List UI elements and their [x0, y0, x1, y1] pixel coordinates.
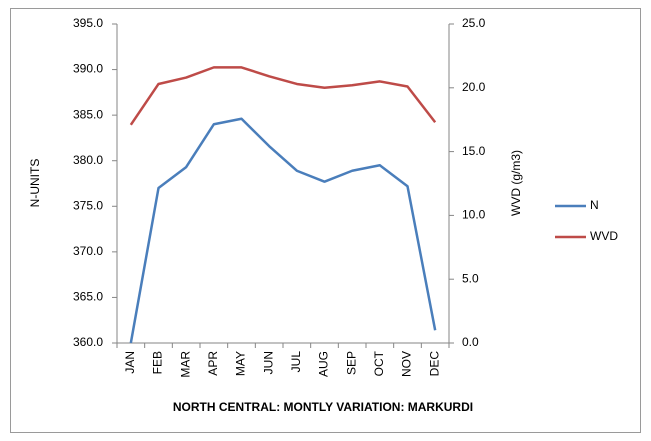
legend-label: N [590, 198, 599, 212]
y2-tick-label: 25.0 [462, 16, 486, 30]
y-tick-label: 385.0 [73, 107, 103, 121]
y-tick-label: 360.0 [73, 335, 103, 349]
y2-axis-label: WVD (g/m3) [509, 150, 523, 216]
x-tick-label: SEP [344, 351, 358, 375]
y-tick-label: 375.0 [73, 198, 103, 212]
x-tick-label: FEB [151, 351, 165, 374]
y2-tick-label: 10.0 [462, 208, 486, 222]
x-tick-label: JAN [123, 351, 137, 374]
chart-title: NORTH CENTRAL: MONTLY VARIATION: MARKURD… [173, 400, 473, 414]
x-tick-label: AUG [317, 351, 331, 377]
x-tick-label: MAY [234, 351, 248, 376]
x-tick-label: APR [206, 351, 220, 376]
x-tick-label: NOV [400, 351, 414, 377]
y2-tick-label: 0.0 [462, 335, 479, 349]
y2-tick-label: 15.0 [462, 144, 486, 158]
y2-tick-label: 5.0 [462, 271, 479, 285]
y-tick-label: 395.0 [73, 16, 103, 30]
y-tick-label: 390.0 [73, 62, 103, 76]
y-tick-label: 365.0 [73, 290, 103, 304]
series-line [129, 66, 437, 126]
y-axis-label: N-UNITS [28, 159, 42, 208]
y-tick-label: 380.0 [73, 153, 103, 167]
x-tick-label: JUL [289, 351, 303, 373]
chart-frame [10, 8, 641, 433]
series-line [129, 117, 437, 344]
x-tick-label: DEC [427, 351, 441, 377]
x-tick-label: MAR [178, 351, 192, 378]
y2-tick-label: 20.0 [462, 80, 486, 94]
legend-label: WVD [590, 229, 618, 243]
x-tick-label: OCT [372, 350, 386, 376]
x-tick-label: JUN [261, 351, 275, 374]
y-tick-label: 370.0 [73, 244, 103, 258]
